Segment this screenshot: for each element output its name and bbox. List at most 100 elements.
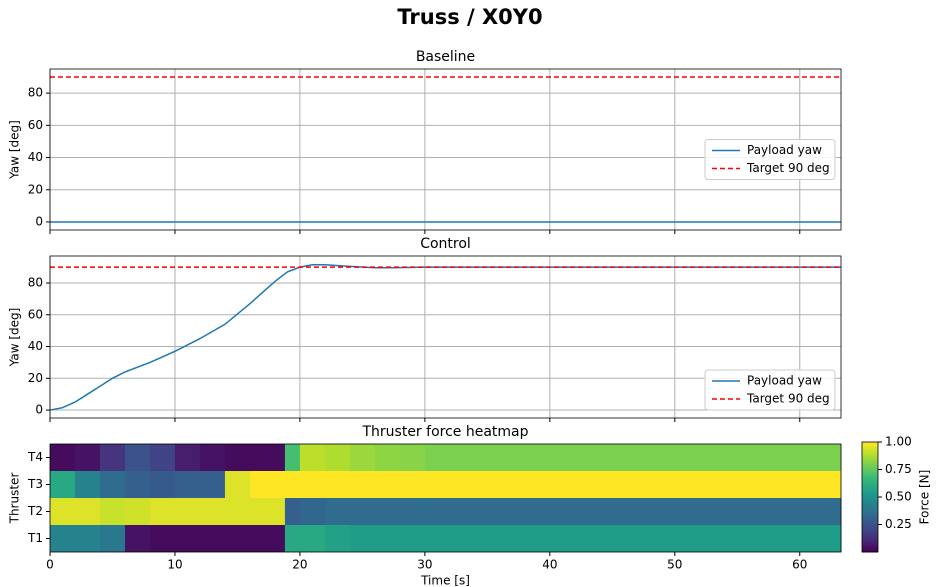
colorbar-swatch bbox=[862, 541, 878, 544]
colorbar-swatch bbox=[862, 531, 878, 535]
heatmap-cell bbox=[424, 444, 488, 471]
colorbar-swatch bbox=[862, 445, 878, 448]
x-tick-label: 30 bbox=[417, 558, 432, 572]
y-tick-label: 60 bbox=[28, 307, 43, 321]
heatmap-cell bbox=[174, 444, 201, 471]
colorbar-swatch bbox=[862, 506, 878, 509]
figure-title: Truss / X0Y0 bbox=[397, 5, 542, 29]
colorbar-swatch bbox=[862, 465, 878, 469]
heatmap-cell bbox=[50, 471, 76, 498]
colorbar-swatch bbox=[862, 447, 878, 450]
colorbar-swatch bbox=[862, 546, 878, 549]
heatmap-cell bbox=[424, 525, 488, 552]
y-tick-label: 20 bbox=[28, 371, 43, 385]
y-tick-label: T1 bbox=[27, 531, 43, 545]
colorbar-swatch bbox=[862, 520, 878, 524]
heatmap-cell bbox=[374, 471, 401, 498]
y-tick-label: T3 bbox=[27, 477, 43, 491]
axes-title: Baseline bbox=[416, 49, 475, 65]
heatmap-cell bbox=[349, 471, 376, 498]
heatmap-cell bbox=[224, 444, 251, 471]
colorbar-swatch bbox=[862, 480, 878, 483]
heatmap-cell bbox=[487, 498, 551, 525]
y-tick-label: 20 bbox=[28, 182, 43, 196]
colorbar-swatch bbox=[862, 517, 878, 520]
heatmap-cell bbox=[549, 525, 842, 552]
heatmap-cell bbox=[549, 471, 842, 498]
x-tick-label: 40 bbox=[542, 558, 557, 572]
x-tick-label: 60 bbox=[792, 558, 807, 572]
heatmap-cell bbox=[284, 471, 301, 498]
heatmap-cell bbox=[374, 444, 401, 471]
heatmap-cell bbox=[284, 525, 301, 552]
heatmap-cell bbox=[74, 525, 101, 552]
heatmap-cell bbox=[299, 444, 326, 471]
colorbar-swatch bbox=[862, 484, 878, 487]
heatmap-cell bbox=[299, 525, 326, 552]
colorbar-swatch bbox=[862, 476, 878, 480]
colorbar-swatch bbox=[862, 533, 878, 536]
colorbar-swatch bbox=[862, 454, 878, 458]
legend-box bbox=[704, 139, 836, 180]
colorbar-swatch bbox=[862, 491, 878, 494]
y-tick-label: 40 bbox=[28, 339, 43, 353]
colorbar-swatch bbox=[862, 462, 878, 465]
heatmap-cell bbox=[124, 498, 151, 525]
heatmap-cell bbox=[174, 498, 201, 525]
colorbar-swatch bbox=[862, 469, 878, 472]
heatmap-cell bbox=[487, 444, 551, 471]
colorbar-swatch bbox=[862, 535, 878, 538]
colorbar-swatch bbox=[862, 456, 878, 459]
colorbar-swatch bbox=[862, 475, 878, 478]
colorbar-swatch bbox=[862, 542, 878, 546]
heatmap-cell bbox=[549, 444, 842, 471]
heatmap-cell bbox=[374, 525, 401, 552]
colorbar-swatch bbox=[862, 511, 878, 514]
heatmap-cell bbox=[299, 498, 326, 525]
heatmap-cell bbox=[124, 525, 151, 552]
heatmap-cell bbox=[487, 471, 551, 498]
heatmap-cell bbox=[487, 525, 551, 552]
x-tick-label: 0 bbox=[46, 558, 54, 572]
heatmap-cell bbox=[99, 444, 126, 471]
y-axis-label: Yaw [deg] bbox=[8, 308, 22, 368]
heatmap-cell bbox=[299, 471, 326, 498]
colorbar-swatch bbox=[862, 453, 878, 456]
legend-label: Payload yaw bbox=[747, 143, 822, 157]
heatmap-cell bbox=[50, 525, 76, 552]
colorbar-swatch bbox=[862, 528, 878, 531]
heatmap-cell bbox=[399, 498, 426, 525]
heatmap-cell bbox=[324, 525, 351, 552]
heatmap-cell bbox=[249, 444, 286, 471]
axes-title: Thruster force heatmap bbox=[361, 424, 528, 440]
y-tick-label: 40 bbox=[28, 150, 43, 164]
colorbar-swatch bbox=[862, 460, 878, 463]
colorbar-swatch bbox=[862, 486, 878, 489]
colorbar-swatch bbox=[862, 449, 878, 452]
colorbar-swatch bbox=[862, 548, 878, 551]
heatmap-cell bbox=[324, 498, 351, 525]
x-tick-label: 20 bbox=[292, 558, 307, 572]
heatmap-cell bbox=[399, 444, 426, 471]
heatmap-cell bbox=[249, 498, 286, 525]
colorbar-swatch bbox=[862, 473, 878, 476]
heatmap-cell bbox=[74, 471, 101, 498]
colorbar-swatch bbox=[862, 495, 878, 498]
heatmap-cell bbox=[199, 498, 226, 525]
heatmap-cell bbox=[199, 471, 226, 498]
colorbar-swatch bbox=[862, 489, 878, 492]
legend-label: Target 90 deg bbox=[746, 161, 830, 175]
axes-frame bbox=[49, 255, 842, 419]
legend-label: Payload yaw bbox=[747, 374, 822, 388]
colorbar-swatch bbox=[862, 467, 878, 470]
heatmap-cell bbox=[149, 471, 176, 498]
x-tick-label: 10 bbox=[167, 558, 182, 572]
axes-title: Control bbox=[420, 236, 471, 252]
heatmap-cell bbox=[374, 498, 401, 525]
heatmap-cell bbox=[149, 444, 176, 471]
heatmap-cell bbox=[424, 498, 488, 525]
colorbar-tick-label: 0.50 bbox=[885, 490, 912, 504]
y-tick-label: 80 bbox=[28, 276, 43, 290]
y-tick-label: 0 bbox=[35, 214, 43, 228]
y-tick-label: 0 bbox=[35, 403, 43, 417]
